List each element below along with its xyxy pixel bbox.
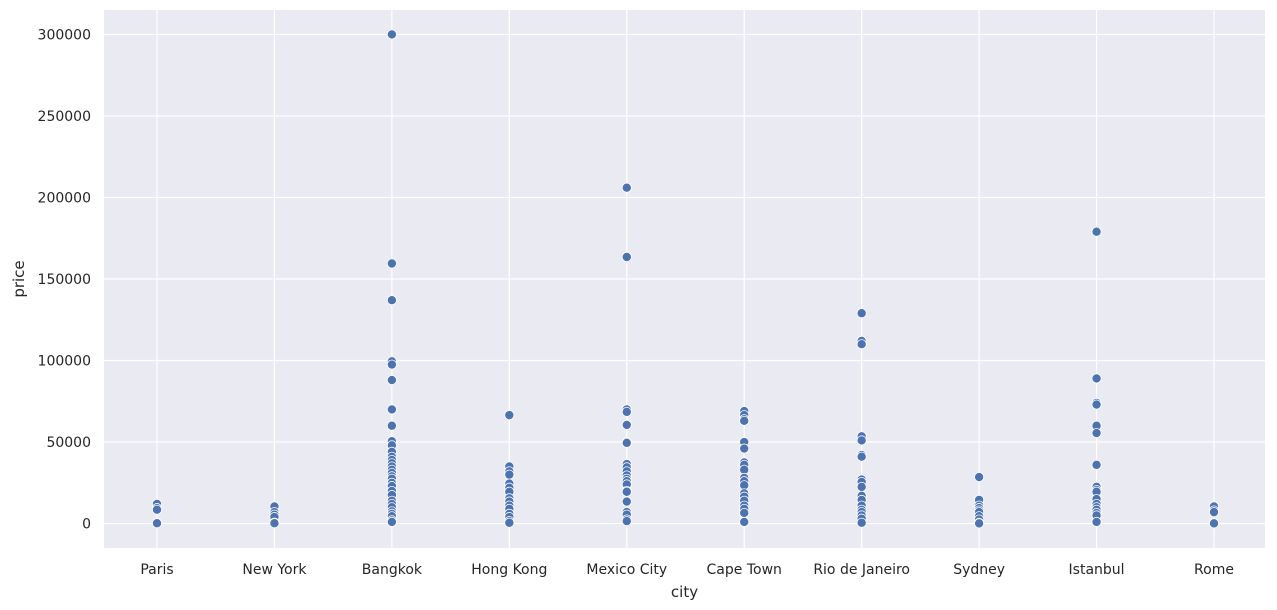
data-point xyxy=(974,518,985,529)
x-tick-label: New York xyxy=(242,562,307,578)
data-point xyxy=(1091,399,1102,410)
x-tick-label: Sydney xyxy=(953,562,1005,578)
data-point xyxy=(856,308,867,319)
data-point xyxy=(974,472,985,483)
x-tick-label: Hong Kong xyxy=(471,562,547,578)
x-tick-label: Paris xyxy=(140,562,173,578)
y-tick-label: 150000 xyxy=(38,272,91,288)
x-tick-label: Mexico City xyxy=(586,562,667,578)
y-tick-label: 300000 xyxy=(38,27,91,43)
data-point xyxy=(1091,516,1102,527)
x-tick-label: Istanbul xyxy=(1069,562,1125,578)
data-point xyxy=(856,339,867,350)
y-tick-label: 200000 xyxy=(38,190,91,206)
data-point xyxy=(739,443,750,454)
y-axis-label: price xyxy=(10,260,28,297)
grid-lines xyxy=(104,10,1265,548)
data-point xyxy=(856,481,867,492)
data-points xyxy=(151,29,1220,529)
data-point xyxy=(386,359,397,370)
data-point xyxy=(621,419,632,430)
data-point xyxy=(739,507,750,518)
x-tick-label: Bangkok xyxy=(362,562,423,578)
data-point xyxy=(856,451,867,462)
data-point xyxy=(621,406,632,417)
x-axis-label: city xyxy=(671,583,698,601)
data-point xyxy=(621,182,632,193)
y-tick-label: 250000 xyxy=(38,109,91,125)
y-tick-label: 0 xyxy=(82,517,91,533)
data-point xyxy=(386,516,397,527)
x-tick-labels: Paris New York Bangkok Hong Kong Mexico City… xyxy=(140,562,1234,578)
data-point xyxy=(504,469,515,480)
data-point xyxy=(1209,518,1220,529)
data-point xyxy=(621,437,632,448)
data-point xyxy=(856,435,867,446)
data-point xyxy=(151,518,162,529)
data-point xyxy=(621,486,632,497)
y-tick-labels: 0 50000 100000 150000 200000 250000 300000 xyxy=(38,27,91,532)
data-point xyxy=(621,516,632,527)
data-point xyxy=(1091,459,1102,470)
y-tick-label: 50000 xyxy=(46,435,91,451)
data-point xyxy=(386,420,397,431)
data-point xyxy=(621,251,632,262)
y-tick-label: 100000 xyxy=(38,354,91,370)
data-point xyxy=(504,517,515,528)
x-tick-label: Cape Town xyxy=(707,562,782,578)
data-point xyxy=(1091,373,1102,384)
data-point xyxy=(269,518,280,529)
x-tick-label: Rio de Janeiro xyxy=(813,562,910,578)
data-point xyxy=(386,295,397,306)
data-point xyxy=(739,415,750,426)
data-point xyxy=(386,258,397,269)
data-point xyxy=(1209,507,1220,518)
data-point xyxy=(386,404,397,415)
data-point xyxy=(1091,226,1102,237)
data-point xyxy=(386,375,397,386)
x-tick-label: Rome xyxy=(1194,562,1234,578)
data-point xyxy=(386,29,397,40)
data-point xyxy=(151,504,162,515)
data-point xyxy=(856,517,867,528)
data-point xyxy=(504,410,515,421)
data-point xyxy=(1091,428,1102,439)
data-point xyxy=(739,516,750,527)
data-point xyxy=(621,496,632,507)
